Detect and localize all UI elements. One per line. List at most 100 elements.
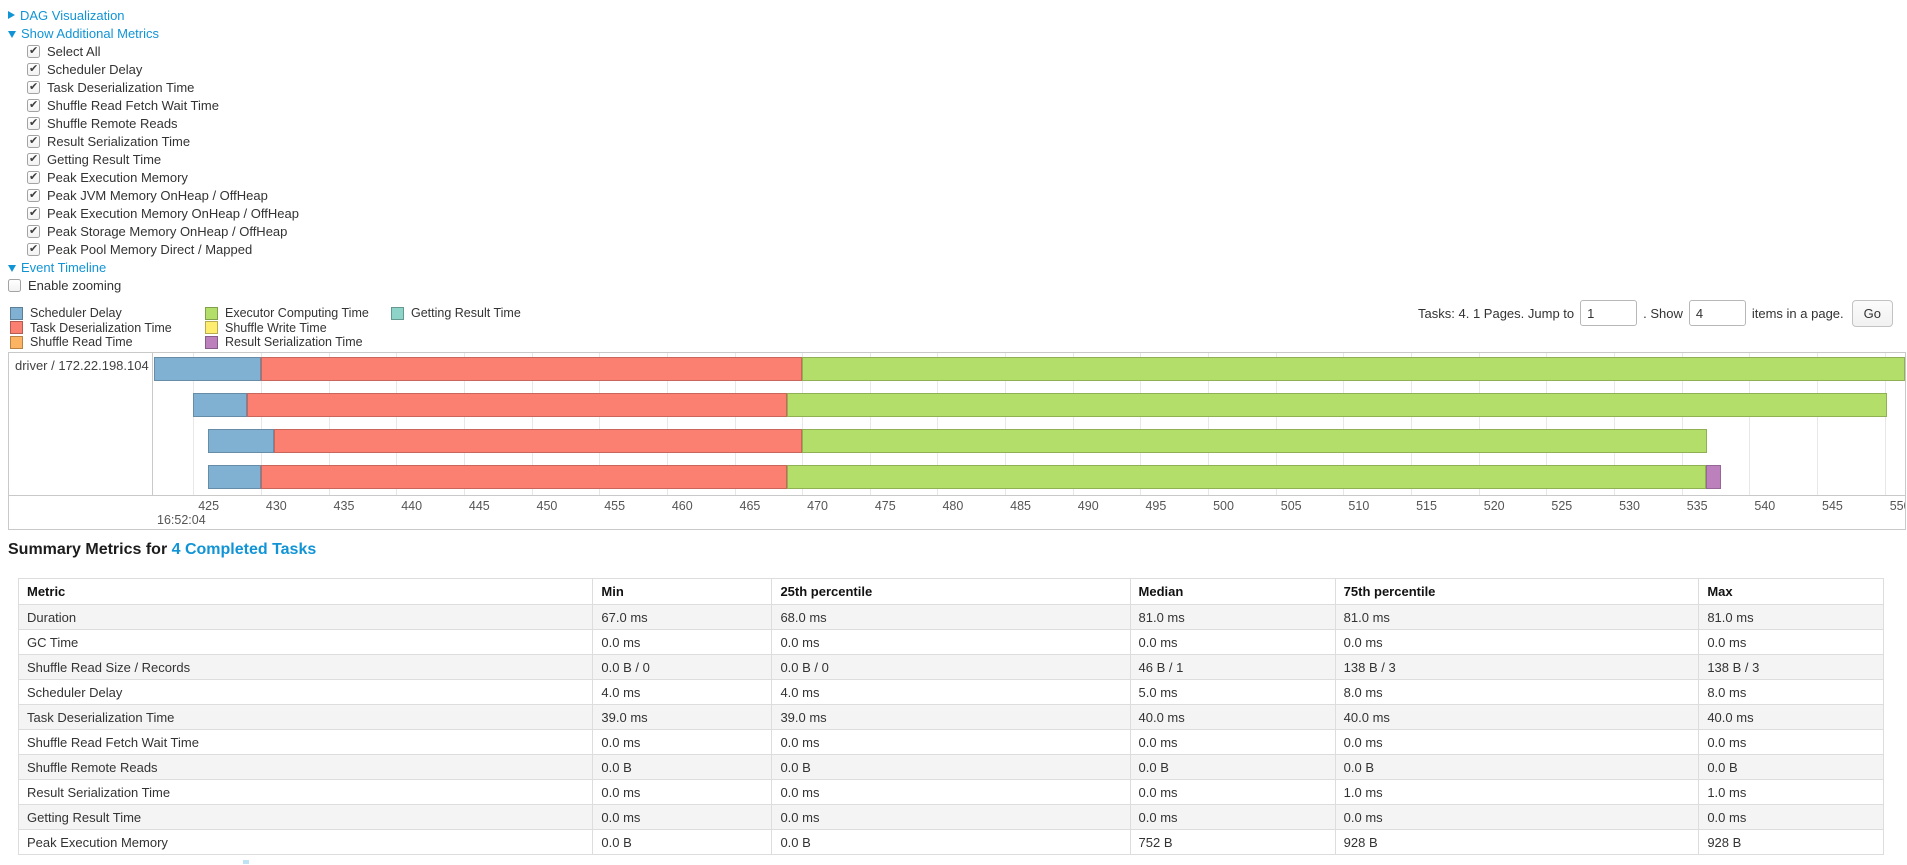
task-4-segment-executor-computing[interactable] bbox=[787, 465, 1707, 489]
checkbox-peak-jvm-memory-onheap-offheap[interactable] bbox=[27, 188, 40, 202]
jump-to-page-input[interactable] bbox=[1580, 300, 1638, 326]
arrow-down-icon bbox=[8, 30, 16, 38]
legend-label: Result Serialization Time bbox=[225, 335, 363, 350]
gridline bbox=[531, 353, 533, 495]
axis-tick-label: 500 bbox=[1213, 499, 1234, 513]
legend-column: Scheduler Delay Task Deserialization Time… bbox=[10, 306, 205, 350]
metric-value-cell: 40.0 ms bbox=[1698, 704, 1884, 730]
task-1-segment-executor-computing[interactable] bbox=[802, 357, 1905, 381]
checkbox-select-all[interactable] bbox=[27, 44, 40, 58]
summary-metrics-heading: Summary Metrics for 4 Completed Tasks bbox=[8, 541, 316, 559]
legend-label: Scheduler Delay bbox=[30, 306, 122, 321]
dag-visualization-link[interactable]: DAG Visualization bbox=[20, 7, 125, 23]
task-3-segment-scheduler-delay[interactable] bbox=[208, 429, 275, 453]
summary-heading-text: Summary Metrics for bbox=[8, 541, 172, 558]
timeline-legend: Scheduler Delay Task Deserialization Time… bbox=[10, 306, 521, 350]
task-3-segment-task-deserialization[interactable] bbox=[274, 429, 803, 453]
gridline bbox=[802, 353, 804, 495]
task-1-segment-task-deserialization[interactable] bbox=[260, 357, 803, 381]
gridline bbox=[937, 353, 939, 495]
gridline bbox=[666, 353, 668, 495]
items-per-page-input[interactable] bbox=[1688, 300, 1746, 326]
column-header-75th-percentile: 75th percentile bbox=[1334, 578, 1700, 605]
enable-zooming-row: Enable zooming bbox=[8, 276, 299, 294]
go-button[interactable]: Go bbox=[1851, 299, 1893, 327]
checkbox-peak-pool-memory-direct-mapped[interactable] bbox=[27, 242, 40, 256]
legend-swatch-icon bbox=[10, 335, 23, 349]
checkbox-scheduler-delay[interactable] bbox=[27, 62, 40, 76]
metric-value-cell: 928 B bbox=[1334, 829, 1700, 855]
gridline bbox=[260, 353, 262, 495]
metric-value-cell: 0.0 ms bbox=[771, 629, 1131, 655]
column-header-25th-percentile: 25th percentile bbox=[771, 578, 1131, 605]
checkbox-label: Scheduler Delay bbox=[47, 61, 143, 77]
metric-value-cell: 0.0 ms bbox=[592, 804, 773, 830]
dag-visualization-toggle[interactable]: DAG Visualization bbox=[8, 6, 299, 24]
metric-value-cell: 138 B / 3 bbox=[1698, 654, 1884, 680]
event-timeline-toggle[interactable]: Event Timeline bbox=[8, 258, 299, 276]
legend-swatch-icon bbox=[391, 306, 404, 320]
checkbox-shuffle-read-fetch-wait-time[interactable] bbox=[27, 98, 40, 112]
task-2-segment-scheduler-delay[interactable] bbox=[193, 393, 248, 417]
gridline bbox=[1343, 353, 1345, 495]
axis-major-label: 16:52:04 bbox=[157, 513, 206, 527]
legend-swatch-icon bbox=[205, 335, 218, 349]
metric-value-cell: 81.0 ms bbox=[1698, 604, 1884, 630]
timeline-group-column: driver / 172.22.198.104 bbox=[9, 353, 153, 495]
task-4-segment-result-serialization[interactable] bbox=[1706, 465, 1721, 489]
show-additional-metrics-toggle[interactable]: Show Additional Metrics bbox=[8, 24, 299, 42]
metric-checkbox-row: Getting Result Time bbox=[27, 150, 299, 168]
metric-checkbox-row: Task Deserialization Time bbox=[27, 78, 299, 96]
task-4-segment-task-deserialization[interactable] bbox=[260, 465, 788, 489]
legend-swatch-icon bbox=[205, 306, 218, 320]
show-additional-metrics-link[interactable]: Show Additional Metrics bbox=[21, 25, 160, 41]
metric-value-cell: 0.0 ms bbox=[771, 779, 1131, 805]
axis-tick-label: 460 bbox=[671, 499, 693, 513]
metric-checkbox-row: Select All bbox=[27, 42, 299, 60]
completed-tasks-link[interactable]: 4 Completed Tasks bbox=[171, 541, 317, 558]
legend-label: Executor Computing Time bbox=[225, 306, 369, 321]
axis-tick-label: 480 bbox=[942, 499, 964, 513]
task-1-segment-scheduler-delay[interactable] bbox=[154, 357, 261, 381]
timeline-plot-area bbox=[154, 353, 1905, 495]
axis-tick-label: 430 bbox=[265, 499, 287, 513]
legend-item-result-serialization-time: Result Serialization Time bbox=[205, 335, 391, 350]
legend-item-shuffle-read-time: Shuffle Read Time bbox=[10, 335, 205, 350]
axis-tick-label: 515 bbox=[1416, 499, 1437, 513]
axis-tick-label: 475 bbox=[874, 499, 896, 513]
task-3-segment-executor-computing[interactable] bbox=[802, 429, 1708, 453]
gridline bbox=[193, 353, 195, 495]
metric-value-cell: 39.0 ms bbox=[771, 704, 1131, 730]
checkbox-peak-execution-memory-onheap-offheap[interactable] bbox=[27, 206, 40, 220]
arrow-right-icon bbox=[8, 11, 15, 19]
checkbox-label: Peak JVM Memory OnHeap / OffHeap bbox=[47, 187, 268, 203]
metric-value-cell: 1.0 ms bbox=[1334, 779, 1700, 805]
metric-value-cell: 0.0 ms bbox=[1129, 729, 1336, 755]
task-pagination: Tasks: 4. 1 Pages. Jump to . Show items … bbox=[1418, 299, 1893, 327]
axis-tick-label: 485 bbox=[1010, 499, 1031, 513]
metric-value-cell: 4.0 ms bbox=[592, 679, 773, 705]
task-2-segment-executor-computing[interactable] bbox=[787, 393, 1888, 417]
metric-checkbox-row: Peak JVM Memory OnHeap / OffHeap bbox=[27, 186, 299, 204]
metric-value-cell: 0.0 B bbox=[592, 829, 773, 855]
checkbox-result-serialization-time[interactable] bbox=[27, 134, 40, 148]
axis-tick-label: 465 bbox=[739, 499, 761, 513]
checkbox-peak-storage-memory-onheap-offheap[interactable] bbox=[27, 224, 40, 238]
checkbox-shuffle-remote-reads[interactable] bbox=[27, 116, 40, 130]
axis-tick-label: 510 bbox=[1348, 499, 1370, 513]
gridline bbox=[1140, 353, 1142, 495]
legend-swatch-icon bbox=[10, 306, 23, 320]
column-header-metric: Metric bbox=[17, 578, 594, 605]
legend-item-shuffle-write-time: Shuffle Write Time bbox=[205, 321, 391, 336]
event-timeline-link[interactable]: Event Timeline bbox=[21, 259, 107, 275]
checkbox-getting-result-time[interactable] bbox=[27, 152, 40, 166]
checkbox-task-deserialization-time[interactable] bbox=[27, 80, 40, 94]
metric-value-cell: 752 B bbox=[1129, 829, 1336, 855]
metric-value-cell: 8.0 ms bbox=[1334, 679, 1700, 705]
task-2-segment-task-deserialization[interactable] bbox=[247, 393, 788, 417]
enable-zooming-checkbox[interactable] bbox=[8, 278, 21, 292]
metric-value-cell: 0.0 ms bbox=[592, 629, 773, 655]
checkbox-peak-execution-memory[interactable] bbox=[27, 170, 40, 184]
arrow-down-icon bbox=[8, 264, 16, 272]
task-4-segment-scheduler-delay[interactable] bbox=[208, 465, 261, 489]
